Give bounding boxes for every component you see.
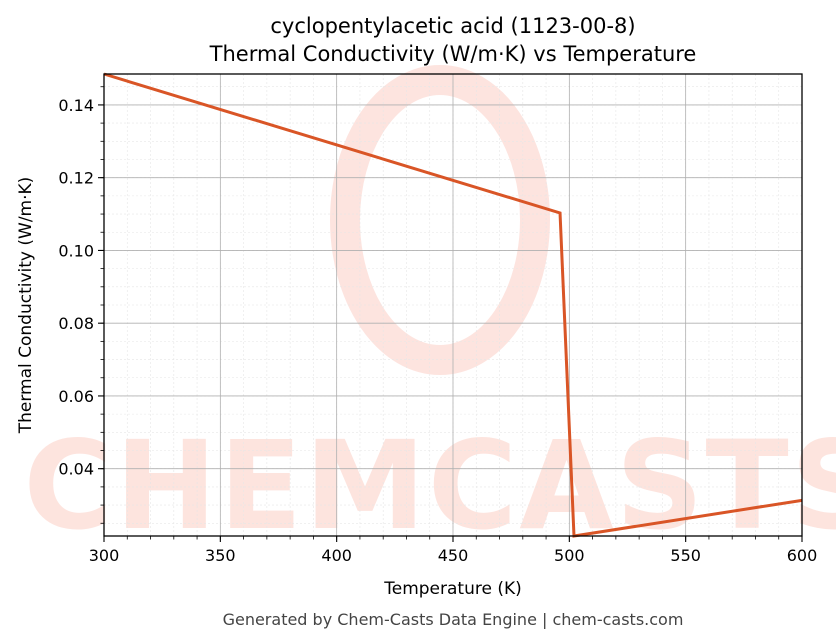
watermark-logo-ring xyxy=(330,65,550,375)
series-layer xyxy=(103,72,803,538)
y-axis-ticks: 0.04 0.06 0.08 0.10 0.12 0.14 xyxy=(58,86,104,524)
y-tick-label: 0.04 xyxy=(58,460,94,479)
y-tick-label: 0.08 xyxy=(58,314,94,333)
y-tick-label: 0.06 xyxy=(58,387,94,406)
x-tick-label: 300 xyxy=(89,546,120,565)
y-tick-label: 0.12 xyxy=(58,169,94,188)
chart-title-line1: cyclopentylacetic acid (1123-00-8) xyxy=(270,14,635,38)
y-axis-label: Thermal Conductivity (W/m·K) xyxy=(16,177,36,435)
footer-credit: Generated by Chem-Casts Data Engine | ch… xyxy=(223,610,684,629)
x-tick-label: 350 xyxy=(205,546,236,565)
x-axis-ticks: 300 350 400 450 500 550 600 xyxy=(89,536,818,565)
y-tick-label: 0.14 xyxy=(58,96,94,115)
x-tick-label: 600 xyxy=(787,546,818,565)
series-line xyxy=(103,72,803,538)
y-tick-label: 0.10 xyxy=(58,241,94,260)
x-axis-label: Temperature (K) xyxy=(383,579,522,599)
x-tick-label: 400 xyxy=(321,546,352,565)
x-tick-label: 550 xyxy=(670,546,701,565)
x-tick-label: 450 xyxy=(438,546,469,565)
x-tick-label: 500 xyxy=(554,546,585,565)
chart-title-line2: Thermal Conductivity (W/m·K) vs Temperat… xyxy=(209,42,697,66)
